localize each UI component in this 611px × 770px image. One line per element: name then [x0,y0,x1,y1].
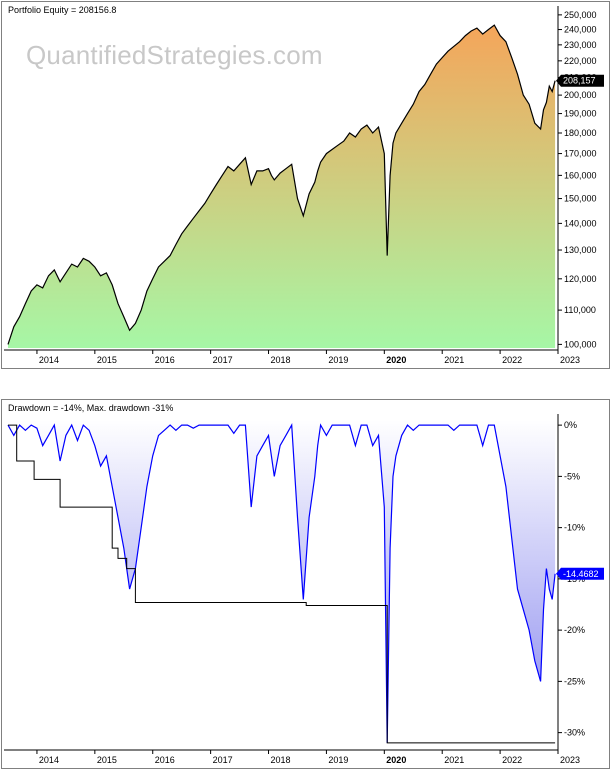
x-tick-label: 2018 [271,355,291,365]
x-tick-label: 2016 [155,355,175,365]
y-tick-label: -25% [564,676,585,686]
y-tick-label: 130,000 [564,245,597,255]
x-tick-label: 2022 [502,755,522,765]
equity-panel: 100,000 110,000 120,000 130,000 140,000 150,0… [0,0,611,370]
y-tick-label: -10% [564,523,585,533]
x-tick-label: 2018 [271,755,291,765]
x-tick-label: 2020 [386,755,406,765]
drawdown-area [8,420,556,743]
y-tick-label: 190,000 [564,109,597,119]
panel-frame [1,1,610,369]
drawdown-title: Drawdown = -14%, Max. drawdown -31% [8,403,174,413]
x-tick-label: 2019 [328,355,348,365]
drawdown-panel: 0%-5%-10%-15%-20%-25%-30%201420152016201… [0,398,611,770]
x-tick-label: 2015 [97,355,117,365]
x-tick-label: 2022 [502,355,522,365]
y-tick-label: 150,000 [564,194,597,204]
equity-title: Portfolio Equity = 208156.8 [8,5,117,15]
y-tick-label: 110,000 [564,305,596,315]
last-value-box: 208,157 [556,74,604,87]
y-tick-label: 140,000 [564,218,597,228]
x-tick-label: 2020 [386,355,406,365]
y-tick-label: 100,000 [564,339,597,349]
y-tick-label: 250,000 [564,10,597,20]
drawdown-line [7,423,556,743]
x-tick-label: 2014 [39,355,59,365]
y-tick-label: 0% [564,420,577,430]
watermark: QuantifiedStrategies.com [26,40,323,70]
x-tick-label: 2014 [39,755,59,765]
drawdown-chart: 0%-5%-10%-15%-20%-25%-30%201420152016201… [1,399,610,769]
y-tick-label: -20% [564,625,585,635]
y-tick-label: 160,000 [564,170,597,180]
y-tick-label: 180,000 [564,128,597,138]
equity-area [8,25,556,348]
y-tick-label: 240,000 [564,25,597,35]
y-tick-label: 200,000 [564,90,597,100]
last-value-label: -14.4682 [563,569,599,579]
x-tick-label: 2017 [213,755,233,765]
x-tick-label: 2015 [97,755,117,765]
x-tick-label: 2021 [444,755,464,765]
x-tick-label: 2017 [213,355,233,365]
panel-frame [1,399,610,769]
last-value-box: -14.4682 [556,567,604,580]
equity-chart: 100,000 110,000 120,000 130,000 140,000 150,0… [1,1,610,369]
y-tick-label: 230,000 [564,40,597,50]
x-tick-label: 2019 [328,755,348,765]
x-tick-label: 2016 [155,755,175,765]
equity-line [7,24,556,345]
y-tick-label: 120,000 [564,274,597,284]
y-tick-label: 220,000 [564,56,597,66]
x-tick-label: 2023 [560,355,580,365]
x-tick-label: 2021 [444,355,464,365]
max-drawdown-line [8,424,556,744]
last-value-label: 208,157 [563,76,596,86]
y-tick-label: -30% [564,728,585,738]
y-tick-label: -5% [564,471,580,481]
x-tick-label: 2023 [560,755,580,765]
y-tick-label: 170,000 [564,149,597,159]
